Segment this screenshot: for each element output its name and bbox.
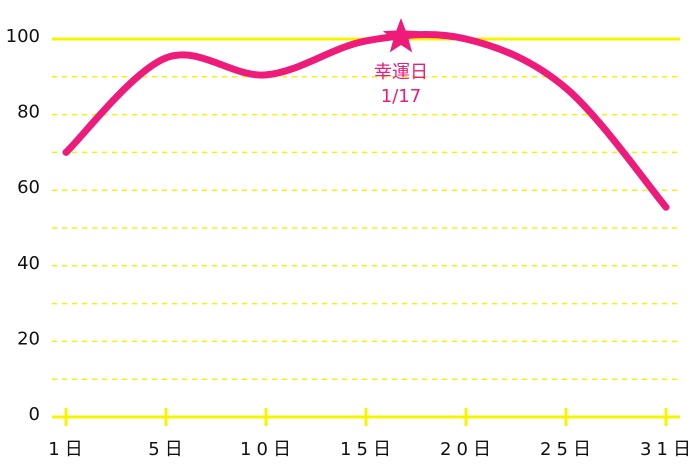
y-tick-label: 0	[29, 404, 40, 425]
y-tick-label: 60	[17, 177, 40, 198]
x-tick-label: 1日	[48, 439, 87, 460]
y-tick-label: 80	[17, 102, 40, 123]
y-tick-label: 100	[6, 26, 40, 47]
x-tick-label: 10日	[240, 439, 296, 460]
annotation-label: 幸運日	[374, 62, 428, 83]
annotation-date: 1/17	[381, 86, 421, 107]
y-tick-label: 20	[17, 328, 40, 349]
x-tick-label: 31日	[640, 439, 696, 460]
annotation-star	[382, 18, 420, 53]
x-tick-label: 15日	[340, 439, 396, 460]
x-tick-label: 25日	[540, 439, 596, 460]
x-tick-label: 20日	[440, 439, 496, 460]
y-tick-label: 40	[17, 253, 40, 274]
x-tick-label: 5日	[148, 439, 187, 460]
line-series	[62, 31, 670, 211]
